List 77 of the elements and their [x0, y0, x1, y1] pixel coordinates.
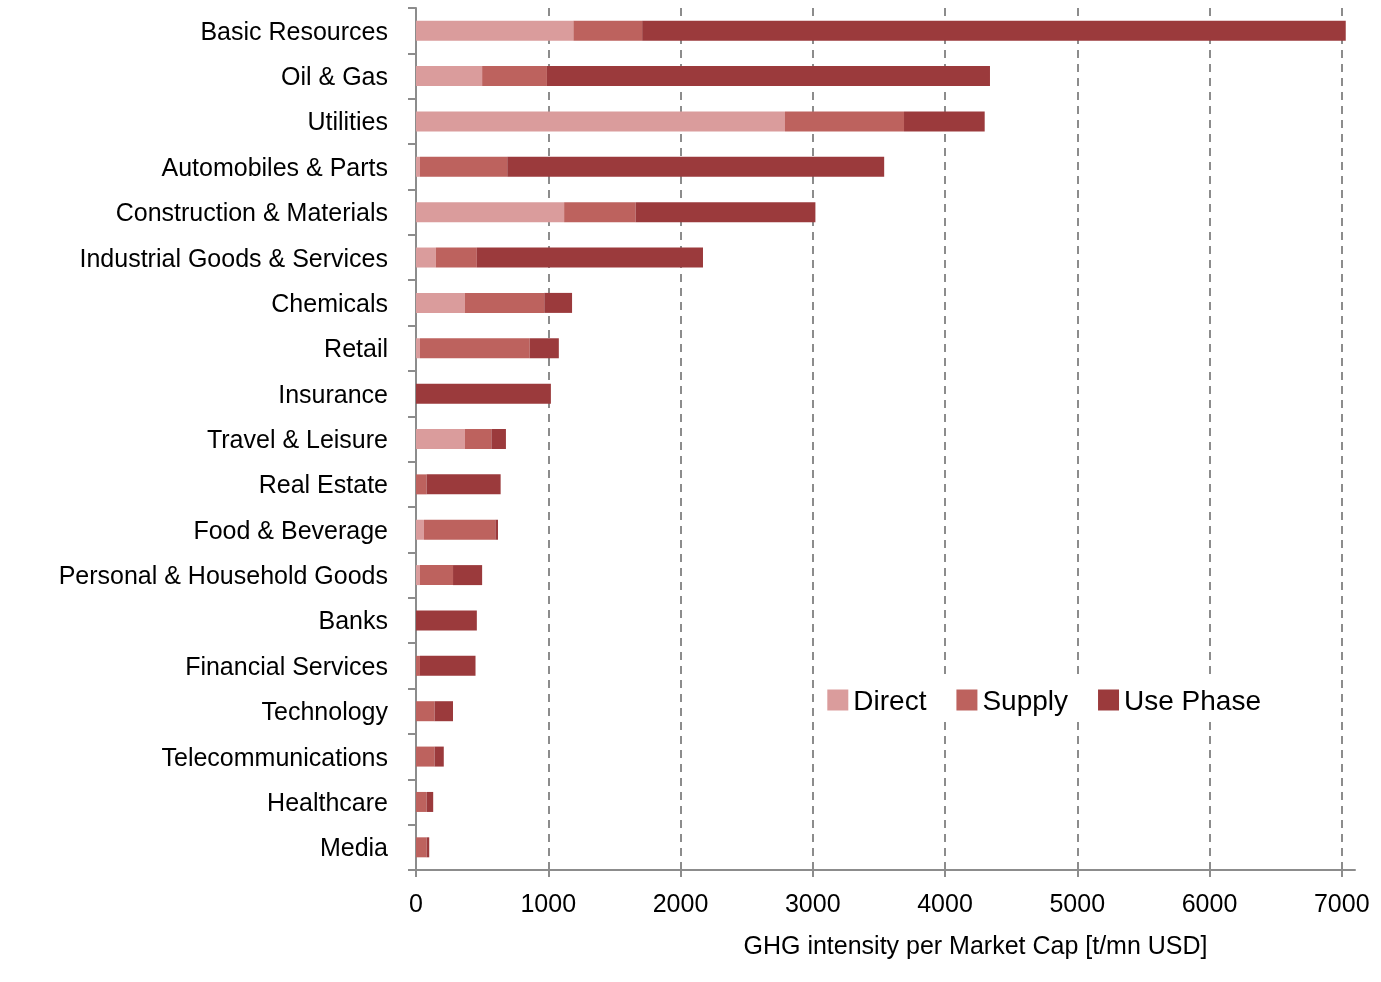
- bar: [464, 292, 545, 313]
- x-tick-label: 1000: [520, 888, 577, 917]
- x-tick-label: 5000: [1049, 888, 1106, 917]
- bar: [904, 111, 985, 132]
- y-tick-label: Financial Services: [185, 651, 388, 680]
- bar: [416, 338, 420, 359]
- bar: [635, 202, 816, 223]
- bar: [464, 429, 492, 449]
- y-tick-label: Personal & Household Goods: [58, 561, 388, 590]
- bar: [419, 565, 454, 586]
- y-tick-label: Travel & Leisure: [206, 425, 388, 453]
- x-tick-label: 6000: [1181, 888, 1238, 917]
- bar: [419, 338, 530, 359]
- bar: [434, 746, 444, 767]
- y-tick-label: Construction & Materials: [115, 198, 388, 227]
- legend-label: Supply: [982, 684, 1069, 716]
- bar: [416, 292, 465, 313]
- x-axis-title: GHG intensity per Market Cap [t/mn USD]: [743, 930, 1208, 959]
- x-tick-label: 0: [409, 888, 423, 917]
- bar: [453, 565, 483, 586]
- bar: [573, 20, 643, 41]
- bar: [426, 474, 501, 495]
- bar: [416, 156, 420, 177]
- x-tick-label: 3000: [784, 888, 841, 917]
- y-tick-label: Banks: [318, 606, 388, 635]
- bar: [416, 610, 477, 631]
- x-tick-label: 7000: [1313, 888, 1370, 917]
- bar: [435, 247, 477, 268]
- bar: [529, 338, 559, 359]
- bar: [426, 791, 434, 812]
- bar: [423, 519, 496, 540]
- bar: [416, 20, 574, 41]
- bar: [416, 383, 551, 404]
- y-tick-label: Retail: [324, 334, 388, 363]
- bar: [642, 20, 1346, 41]
- x-tick-label: 2000: [652, 888, 709, 917]
- bar: [416, 429, 465, 449]
- bar: [416, 655, 420, 676]
- legend-label: Direct: [853, 684, 927, 716]
- y-tick-label: Oil & Gas: [281, 62, 388, 91]
- bar: [482, 66, 547, 87]
- bar: [416, 565, 420, 586]
- y-tick-label: Healthcare: [267, 787, 388, 816]
- y-tick-label: Utilities: [307, 107, 388, 136]
- y-tick-label: Media: [319, 833, 389, 862]
- y-tick-label: Insurance: [278, 379, 388, 408]
- bar: [491, 429, 506, 449]
- bar: [416, 474, 427, 495]
- bar: [416, 837, 427, 858]
- bar: [416, 519, 424, 540]
- y-tick-label: Basic Resources: [200, 16, 388, 45]
- x-tick-label: 4000: [917, 888, 973, 917]
- bar: [476, 247, 703, 268]
- bar: [416, 746, 435, 767]
- bar: [416, 247, 436, 268]
- bar: [784, 111, 905, 132]
- y-tick-label: Chemicals: [271, 288, 388, 317]
- bar: [416, 701, 435, 722]
- bar: [416, 791, 427, 812]
- y-tick-label: Telecommunications: [161, 742, 388, 771]
- y-tick-label: Real Estate: [258, 470, 388, 499]
- bar: [434, 701, 454, 722]
- bar: [546, 66, 990, 87]
- y-tick-label: Food & Beverage: [193, 515, 388, 544]
- bar: [495, 519, 498, 540]
- legend-label: Use Phase: [1124, 684, 1261, 716]
- y-tick-label: Automobiles & Parts: [161, 152, 388, 181]
- bar: [564, 202, 636, 223]
- bar: [507, 156, 885, 177]
- bar: [416, 111, 785, 132]
- bar: [416, 66, 483, 87]
- y-tick-label: Industrial Goods & Services: [79, 243, 388, 272]
- bar: [544, 292, 573, 313]
- bar: [419, 156, 508, 177]
- bar: [416, 202, 565, 223]
- bar: [419, 655, 476, 676]
- y-tick-label: Technology: [261, 697, 389, 726]
